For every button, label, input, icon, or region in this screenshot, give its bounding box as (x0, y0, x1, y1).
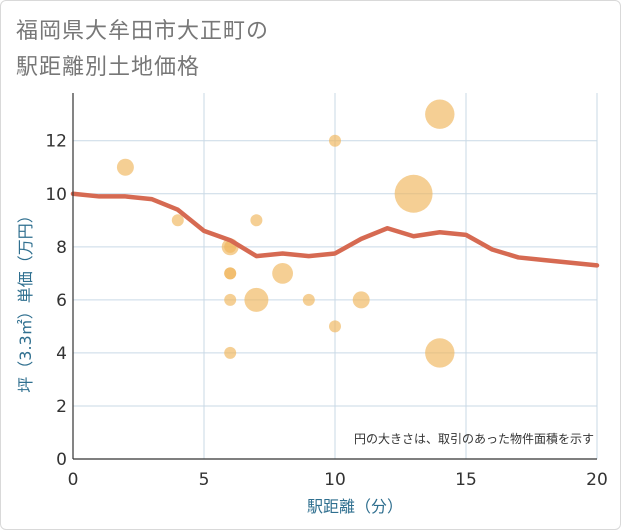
bubble-point-18 (425, 338, 455, 368)
bubble-point-8 (224, 346, 237, 359)
x-axis-label: 駅距離（分） (307, 497, 403, 516)
bubble-point-15 (352, 291, 370, 309)
x-tick-label-20: 20 (586, 470, 608, 490)
bubble-point-1 (116, 158, 134, 176)
y-tick-label-4: 4 (56, 344, 67, 364)
trend-line (70, 191, 600, 268)
bubble-point-9 (250, 214, 263, 227)
x-tick-label-15: 15 (455, 470, 477, 490)
y-tick-label-2: 2 (56, 397, 67, 417)
title-line-2: 駅距離別土地価格 (16, 55, 201, 80)
chart-annotation: 円の大きさは、取引のあった物件面積を示す (354, 431, 594, 446)
axes: 0 5 10 15 20 0 2 4 6 8 10 12 (45, 93, 608, 490)
bubble-point-13 (329, 134, 341, 147)
bubble-point-11 (272, 262, 293, 284)
bubbles (116, 99, 455, 368)
title-line-1: 福岡県大牟田市大正町の (16, 19, 270, 44)
bubble-point-2 (171, 214, 184, 227)
y-axis-label: 坪（3.3㎡）単価（万円） (16, 207, 35, 392)
bubble-point-12 (302, 293, 315, 306)
grid (73, 93, 598, 459)
bubble-point-17 (425, 99, 455, 129)
x-tick-label-0: 0 (68, 470, 79, 490)
bubble-point-7 (224, 293, 237, 306)
chart-title: 福岡県大牟田市大正町の 駅距離別土地価格 (16, 14, 269, 86)
bubble-point-6 (224, 267, 237, 280)
x-tick-label-10: 10 (324, 470, 346, 490)
bubble-point-14 (329, 320, 341, 333)
bubble-point-16 (394, 174, 433, 213)
x-tick-label-5: 5 (199, 470, 210, 490)
y-tick-label-0: 0 (56, 450, 67, 470)
y-tick-label-8: 8 (56, 238, 67, 258)
y-tick-label-10: 10 (45, 185, 67, 205)
trend-line-group (70, 191, 600, 268)
bubble-point-10 (244, 287, 269, 312)
y-tick-label-12: 12 (45, 132, 67, 152)
y-tick-label-6: 6 (56, 291, 67, 311)
